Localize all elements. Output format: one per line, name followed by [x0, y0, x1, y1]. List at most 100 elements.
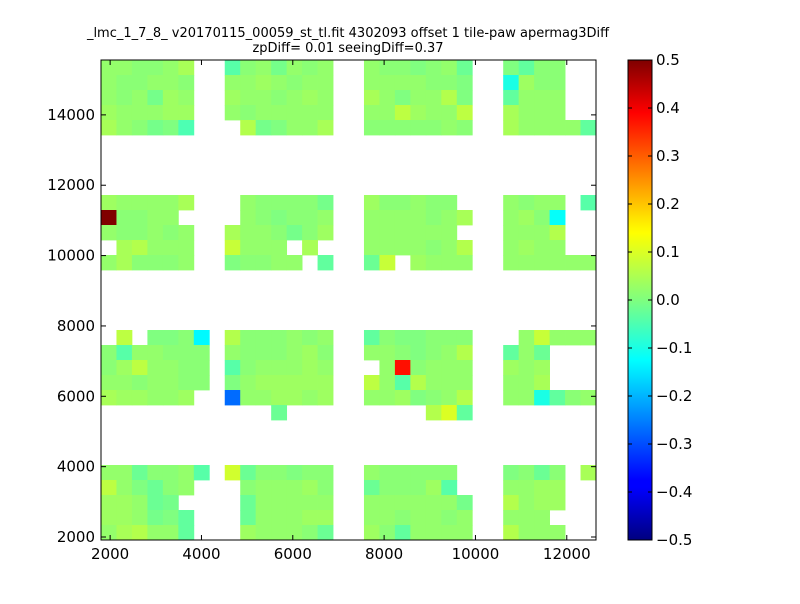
heatmap-cell — [394, 90, 411, 106]
heatmap-cell — [410, 60, 427, 76]
heatmap-cell — [240, 465, 257, 481]
heatmap-cell — [425, 210, 442, 226]
heatmap-cell — [178, 360, 195, 376]
heatmap-cell — [456, 375, 473, 391]
heatmap-cell — [549, 120, 566, 136]
heatmap-cell — [317, 390, 334, 406]
heatmap-cell — [379, 375, 396, 391]
heatmap-cell — [534, 330, 550, 346]
heatmap-cell — [441, 195, 458, 211]
heatmap-cell — [131, 120, 148, 136]
heatmap-cell — [240, 60, 257, 76]
heatmap-cell — [441, 240, 458, 256]
heatmap-cell — [379, 240, 396, 256]
heatmap-cell — [549, 480, 566, 496]
heatmap-cell — [363, 240, 380, 256]
heatmap-cell — [101, 525, 117, 541]
heatmap-cell — [410, 525, 427, 541]
heatmap-cell — [425, 105, 442, 121]
heatmap-cell — [549, 105, 566, 121]
heatmap-cell — [193, 345, 210, 361]
heatmap-cell — [441, 465, 458, 481]
heatmap-cell — [101, 225, 117, 241]
heatmap-cell — [394, 480, 411, 496]
heatmap-cell — [116, 105, 133, 121]
heatmap-cell — [549, 225, 566, 241]
heatmap-cell — [441, 90, 458, 106]
heatmap-cell — [240, 345, 257, 361]
heatmap-cell — [425, 255, 442, 271]
heatmap-cell — [317, 210, 334, 226]
heatmap-cell — [178, 525, 195, 541]
colorbar-tick-label: 0.2 — [656, 195, 680, 213]
heatmap-cell — [410, 345, 427, 361]
heatmap-cell — [503, 75, 520, 91]
heatmap-cell — [116, 60, 133, 76]
heatmap-cell — [410, 465, 427, 481]
heatmap-cell — [101, 210, 117, 226]
heatmap-cell — [116, 390, 133, 406]
heatmap-cell — [363, 390, 380, 406]
heatmap-cell — [456, 120, 473, 136]
heatmap-cell — [101, 195, 117, 211]
heatmap-cell — [271, 405, 288, 421]
heatmap-cell — [131, 480, 148, 496]
heatmap-cell — [518, 210, 535, 226]
chart-title: _lmc_1_7_8_ v20170115_00059_st_tl.fit 43… — [86, 26, 610, 41]
heatmap-cell — [271, 60, 288, 76]
heatmap-cell — [456, 240, 473, 256]
heatmap-cell — [286, 375, 303, 391]
x-tick-label: 10000 — [452, 545, 500, 563]
heatmap-cell — [302, 465, 318, 481]
heatmap-cell — [410, 105, 427, 121]
heatmap-cell — [394, 195, 411, 211]
heatmap-cell — [302, 495, 318, 511]
heatmap-cell — [441, 360, 458, 376]
heatmap-cell — [224, 240, 241, 256]
heatmap-cell — [518, 120, 535, 136]
heatmap-cell — [240, 480, 257, 496]
heatmap-cell — [131, 360, 148, 376]
heatmap-cell — [116, 330, 133, 346]
heatmap-cell — [394, 105, 411, 121]
heatmap-cell — [456, 255, 473, 271]
heatmap-cell — [240, 390, 257, 406]
heatmap-cell — [271, 525, 288, 541]
heatmap-cell — [131, 210, 148, 226]
heatmap-cell — [518, 375, 535, 391]
heatmap-cell — [456, 105, 473, 121]
heatmap-cell — [147, 390, 164, 406]
y-tick-label: 14000 — [47, 106, 95, 124]
heatmap-cell — [518, 60, 535, 76]
heatmap-cell — [425, 345, 442, 361]
heatmap-cell — [425, 465, 442, 481]
heatmap-cell — [565, 330, 581, 346]
heatmap-cell — [147, 255, 164, 271]
heatmap-cell — [456, 525, 473, 541]
heatmap-cell — [302, 60, 318, 76]
heatmap-cells — [101, 60, 597, 541]
colorbar-ticks: 0.5 0.4 0.3 0.2 0.1 0.0 −0.1 −0.2 −0.3 −0.4 −0.5 — [628, 51, 692, 549]
heatmap-cell — [441, 525, 458, 541]
heatmap-cell — [379, 510, 396, 526]
heatmap-cell — [549, 255, 566, 271]
colorbar-tick-label: 0.4 — [656, 99, 680, 117]
heatmap-cell — [379, 210, 396, 226]
heatmap-cell — [302, 330, 318, 346]
heatmap-cell — [286, 360, 303, 376]
heatmap-cell — [101, 360, 117, 376]
heatmap-cell — [441, 375, 458, 391]
heatmap-cell — [162, 375, 179, 391]
heatmap-cell — [379, 255, 396, 271]
heatmap-cell — [178, 90, 195, 106]
heatmap-cell — [534, 525, 550, 541]
heatmap-cell — [178, 330, 195, 346]
heatmap-cell — [286, 345, 303, 361]
heatmap-cell — [178, 465, 195, 481]
heatmap-cell — [286, 495, 303, 511]
heatmap-cell — [394, 120, 411, 136]
heatmap-cell — [255, 255, 272, 271]
heatmap-cell — [363, 525, 380, 541]
heatmap-cell — [271, 375, 288, 391]
heatmap-cell — [518, 90, 535, 106]
